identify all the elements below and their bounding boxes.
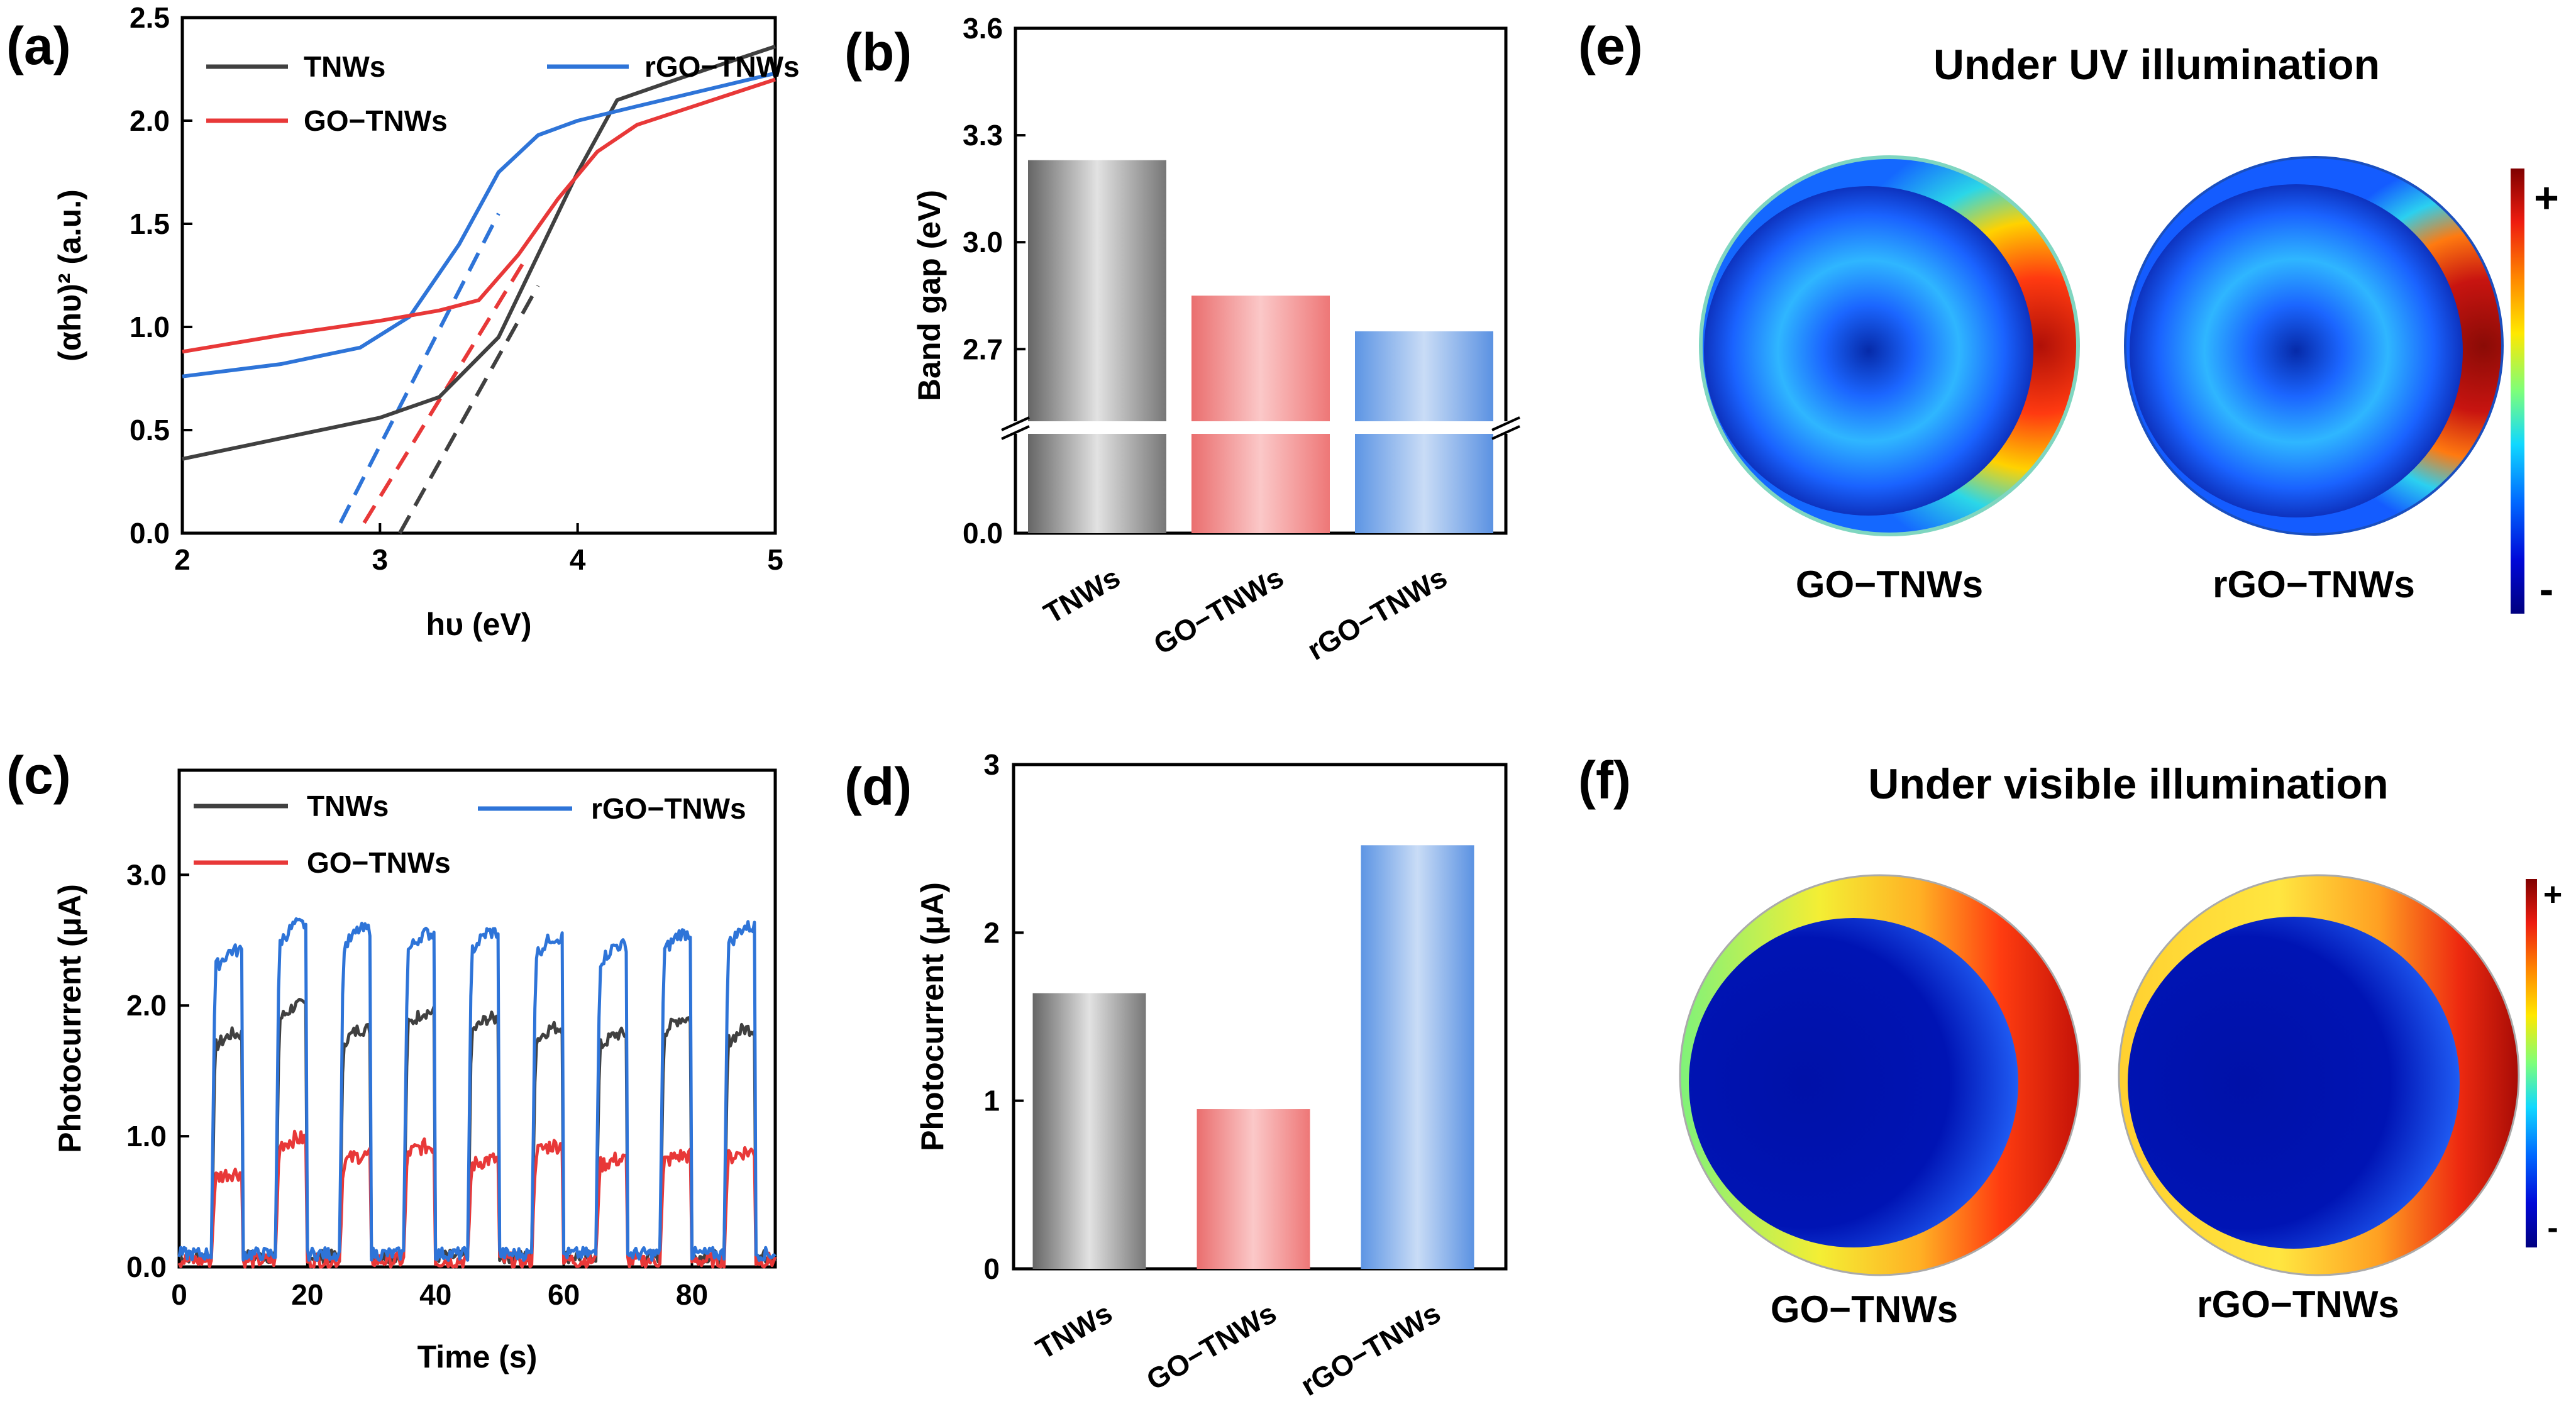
chart-d-ytick-label-2: 2 — [983, 916, 1000, 949]
chart-b-bar-1 — [1191, 296, 1330, 533]
chart-a-ytick-label-2: 1.0 — [130, 311, 170, 343]
chart-b-break-mark-left-2 — [1001, 425, 1030, 440]
chart-a-ytick-label-4: 2.0 — [130, 104, 170, 137]
colorbar-e-max: + — [2534, 174, 2559, 222]
chart-b-ylabel: Band gap (eV) — [912, 190, 947, 401]
chart-a-absorption: 2 3 4 5 0.0 0.5 1.0 1.5 2.0 2.5 hυ (eV) (αhυ)² (a.u… — [52, 1, 800, 642]
map-e-label-1: GO−TNWs — [1796, 563, 1983, 605]
chart-d-category-label-0: TNWs — [1031, 1296, 1118, 1366]
chart-b-category-label-2: rGO−TNWs — [1302, 561, 1452, 666]
map-e-rgo-tnws — [2124, 156, 2504, 536]
chart-d-bar-0 — [1032, 993, 1146, 1269]
chart-d-ytick-label-0: 0 — [983, 1252, 1000, 1285]
chart-a-ytick-label-0: 0.0 — [130, 517, 170, 550]
chart-b-band-gap: TNWs GO−TNWs rGO−TNWs 0.0 2.7 3.0 3.3 3.6 Band g… — [912, 12, 1525, 666]
chart-d-photocurrent-bars: TNWs GO−TNWs rGO−TNWs 0 1 2 3 Photocurrent (μA) — [915, 748, 1508, 1402]
chart-a-ytick-label-1: 0.5 — [130, 414, 170, 446]
chart-a-tangent-2 — [398, 284, 540, 534]
chart-c-legend-label-2: GO−TNWs — [307, 846, 451, 879]
chart-b-break-mark-right-1 — [1491, 416, 1520, 431]
colorbar-f-min: - — [2547, 1210, 2558, 1246]
chart-a-legend-label-1: rGO−TNWs — [644, 50, 800, 83]
panel-e-title: Under UV illumination — [1933, 41, 2380, 89]
chart-c-series-tnws — [178, 998, 777, 1265]
chart-c-xtick-label-2: 40 — [419, 1278, 451, 1311]
chart-c-xlabel: Time (s) — [417, 1339, 538, 1374]
map-f-label-1: GO−TNWs — [1771, 1288, 1958, 1330]
panel-label-d: (d) — [844, 757, 912, 816]
chart-c-photocurrent-time: 0 20 40 60 80 0.0 1.0 2.0 3.0 Time (s) Photocurren… — [52, 768, 777, 1374]
chart-d-bar-2 — [1361, 845, 1474, 1269]
chart-a-xtick-label-3: 5 — [767, 543, 783, 576]
chart-c-ytick-label-3: 3.0 — [126, 858, 167, 891]
chart-a-series-go-tnws — [182, 77, 776, 354]
chart-b-ytick-label-4: 3.6 — [963, 12, 1003, 45]
chart-c-axes-frame — [177, 768, 777, 1269]
chart-b-break-mark-right-2 — [1491, 425, 1520, 440]
chart-a-ytick-label-5: 2.5 — [130, 1, 170, 34]
chart-d-ylabel: Photocurrent (μA) — [915, 882, 950, 1151]
chart-b-ytick-label-0: 0.0 — [963, 517, 1003, 550]
map-e-go-tnws — [1699, 155, 2080, 536]
chart-d-bar-1 — [1197, 1109, 1310, 1269]
chart-d-category-label-2: rGO−TNWs — [1295, 1296, 1446, 1402]
panel-label-b: (b) — [844, 23, 912, 82]
chart-c-series-rgo-tnws — [177, 917, 777, 1262]
chart-b-ytick-label-2: 3.0 — [963, 226, 1003, 258]
panel-label-f: (f) — [1578, 751, 1631, 810]
chart-c-ytick-label-1: 1.0 — [126, 1120, 167, 1152]
chart-b-ytick-label-1: 2.7 — [963, 333, 1003, 365]
map-e-label-2: rGO−TNWs — [2213, 563, 2415, 605]
chart-a-tangent-0 — [338, 213, 500, 524]
chart-c-ytick-label-2: 2.0 — [126, 989, 167, 1022]
chart-b-ytick-label-3: 3.3 — [963, 119, 1003, 152]
panel-f-title: Under visible illumination — [1868, 760, 2388, 808]
chart-a-legend-label-2: GO−TNWs — [304, 104, 448, 137]
chart-c-xtick-label-3: 60 — [548, 1278, 580, 1311]
chart-a-tangent-1 — [362, 253, 530, 524]
panel-label-e: (e) — [1578, 16, 1643, 75]
chart-a-ytick-label-3: 1.5 — [130, 207, 170, 240]
panel-label-c: (c) — [6, 746, 71, 805]
chart-b-category-label-1: GO−TNWs — [1148, 561, 1289, 661]
map-f-rgo-tnws — [2118, 874, 2520, 1276]
chart-a-series-tnws — [182, 45, 776, 461]
chart-d-ytick-label-1: 1 — [983, 1085, 1000, 1117]
chart-a-legend-label-0: TNWs — [304, 50, 385, 83]
chart-c-series-go-tnws — [177, 1129, 777, 1269]
colorbar-f-max: + — [2543, 876, 2562, 913]
chart-a-xtick-label-2: 4 — [570, 543, 586, 576]
chart-c-legend-label-0: TNWs — [307, 790, 389, 822]
chart-b-category-label-0: TNWs — [1038, 561, 1125, 630]
chart-d-category-label-1: GO−TNWs — [1141, 1296, 1281, 1396]
chart-b-bar-0 — [1028, 160, 1166, 533]
chart-c-xtick-label-4: 80 — [676, 1278, 708, 1311]
map-f-go-tnws — [1679, 874, 2081, 1276]
chart-c-xtick-label-1: 20 — [291, 1278, 323, 1311]
colorbar-e-min: - — [2540, 565, 2554, 613]
colorbar-e: + - — [2511, 169, 2559, 614]
chart-a-xlabel: hυ (eV) — [426, 607, 532, 642]
panel-label-a: (a) — [6, 16, 71, 75]
chart-d-ytick-label-3: 3 — [983, 748, 1000, 781]
chart-c-legend-label-1: rGO−TNWs — [591, 792, 746, 825]
chart-c-xtick-label-0: 0 — [171, 1278, 187, 1311]
chart-a-xtick-label-1: 3 — [372, 543, 389, 576]
chart-c-ytick-label-0: 0.0 — [126, 1251, 167, 1283]
chart-b-break-mark-left-1 — [1001, 416, 1030, 431]
chart-c-ylabel: Photocurrent (μA) — [52, 884, 87, 1153]
chart-a-xtick-label-0: 2 — [174, 543, 191, 576]
chart-a-axes-frame — [180, 16, 777, 535]
chart-a-series-rgo-tnws — [182, 71, 776, 379]
chart-b-axis-break — [997, 421, 1525, 434]
colorbar-f: + - — [2526, 876, 2562, 1247]
map-f-label-2: rGO−TNWs — [2197, 1283, 2399, 1325]
chart-a-ylabel: (αhυ)² (a.u.) — [52, 189, 87, 362]
